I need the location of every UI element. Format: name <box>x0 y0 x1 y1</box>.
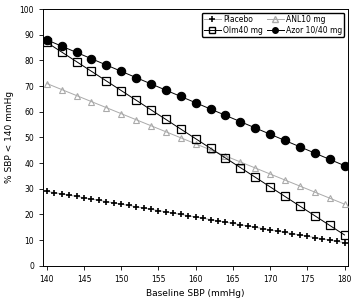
X-axis label: Baseline SBP (mmHg): Baseline SBP (mmHg) <box>146 289 245 298</box>
Y-axis label: % SBP < 140 mmHg: % SBP < 140 mmHg <box>5 91 14 184</box>
Legend: Placebo, Olm40 mg, ANL10 mg, Azor 10/40 mg: Placebo, Olm40 mg, ANL10 mg, Azor 10/40 … <box>202 13 344 37</box>
